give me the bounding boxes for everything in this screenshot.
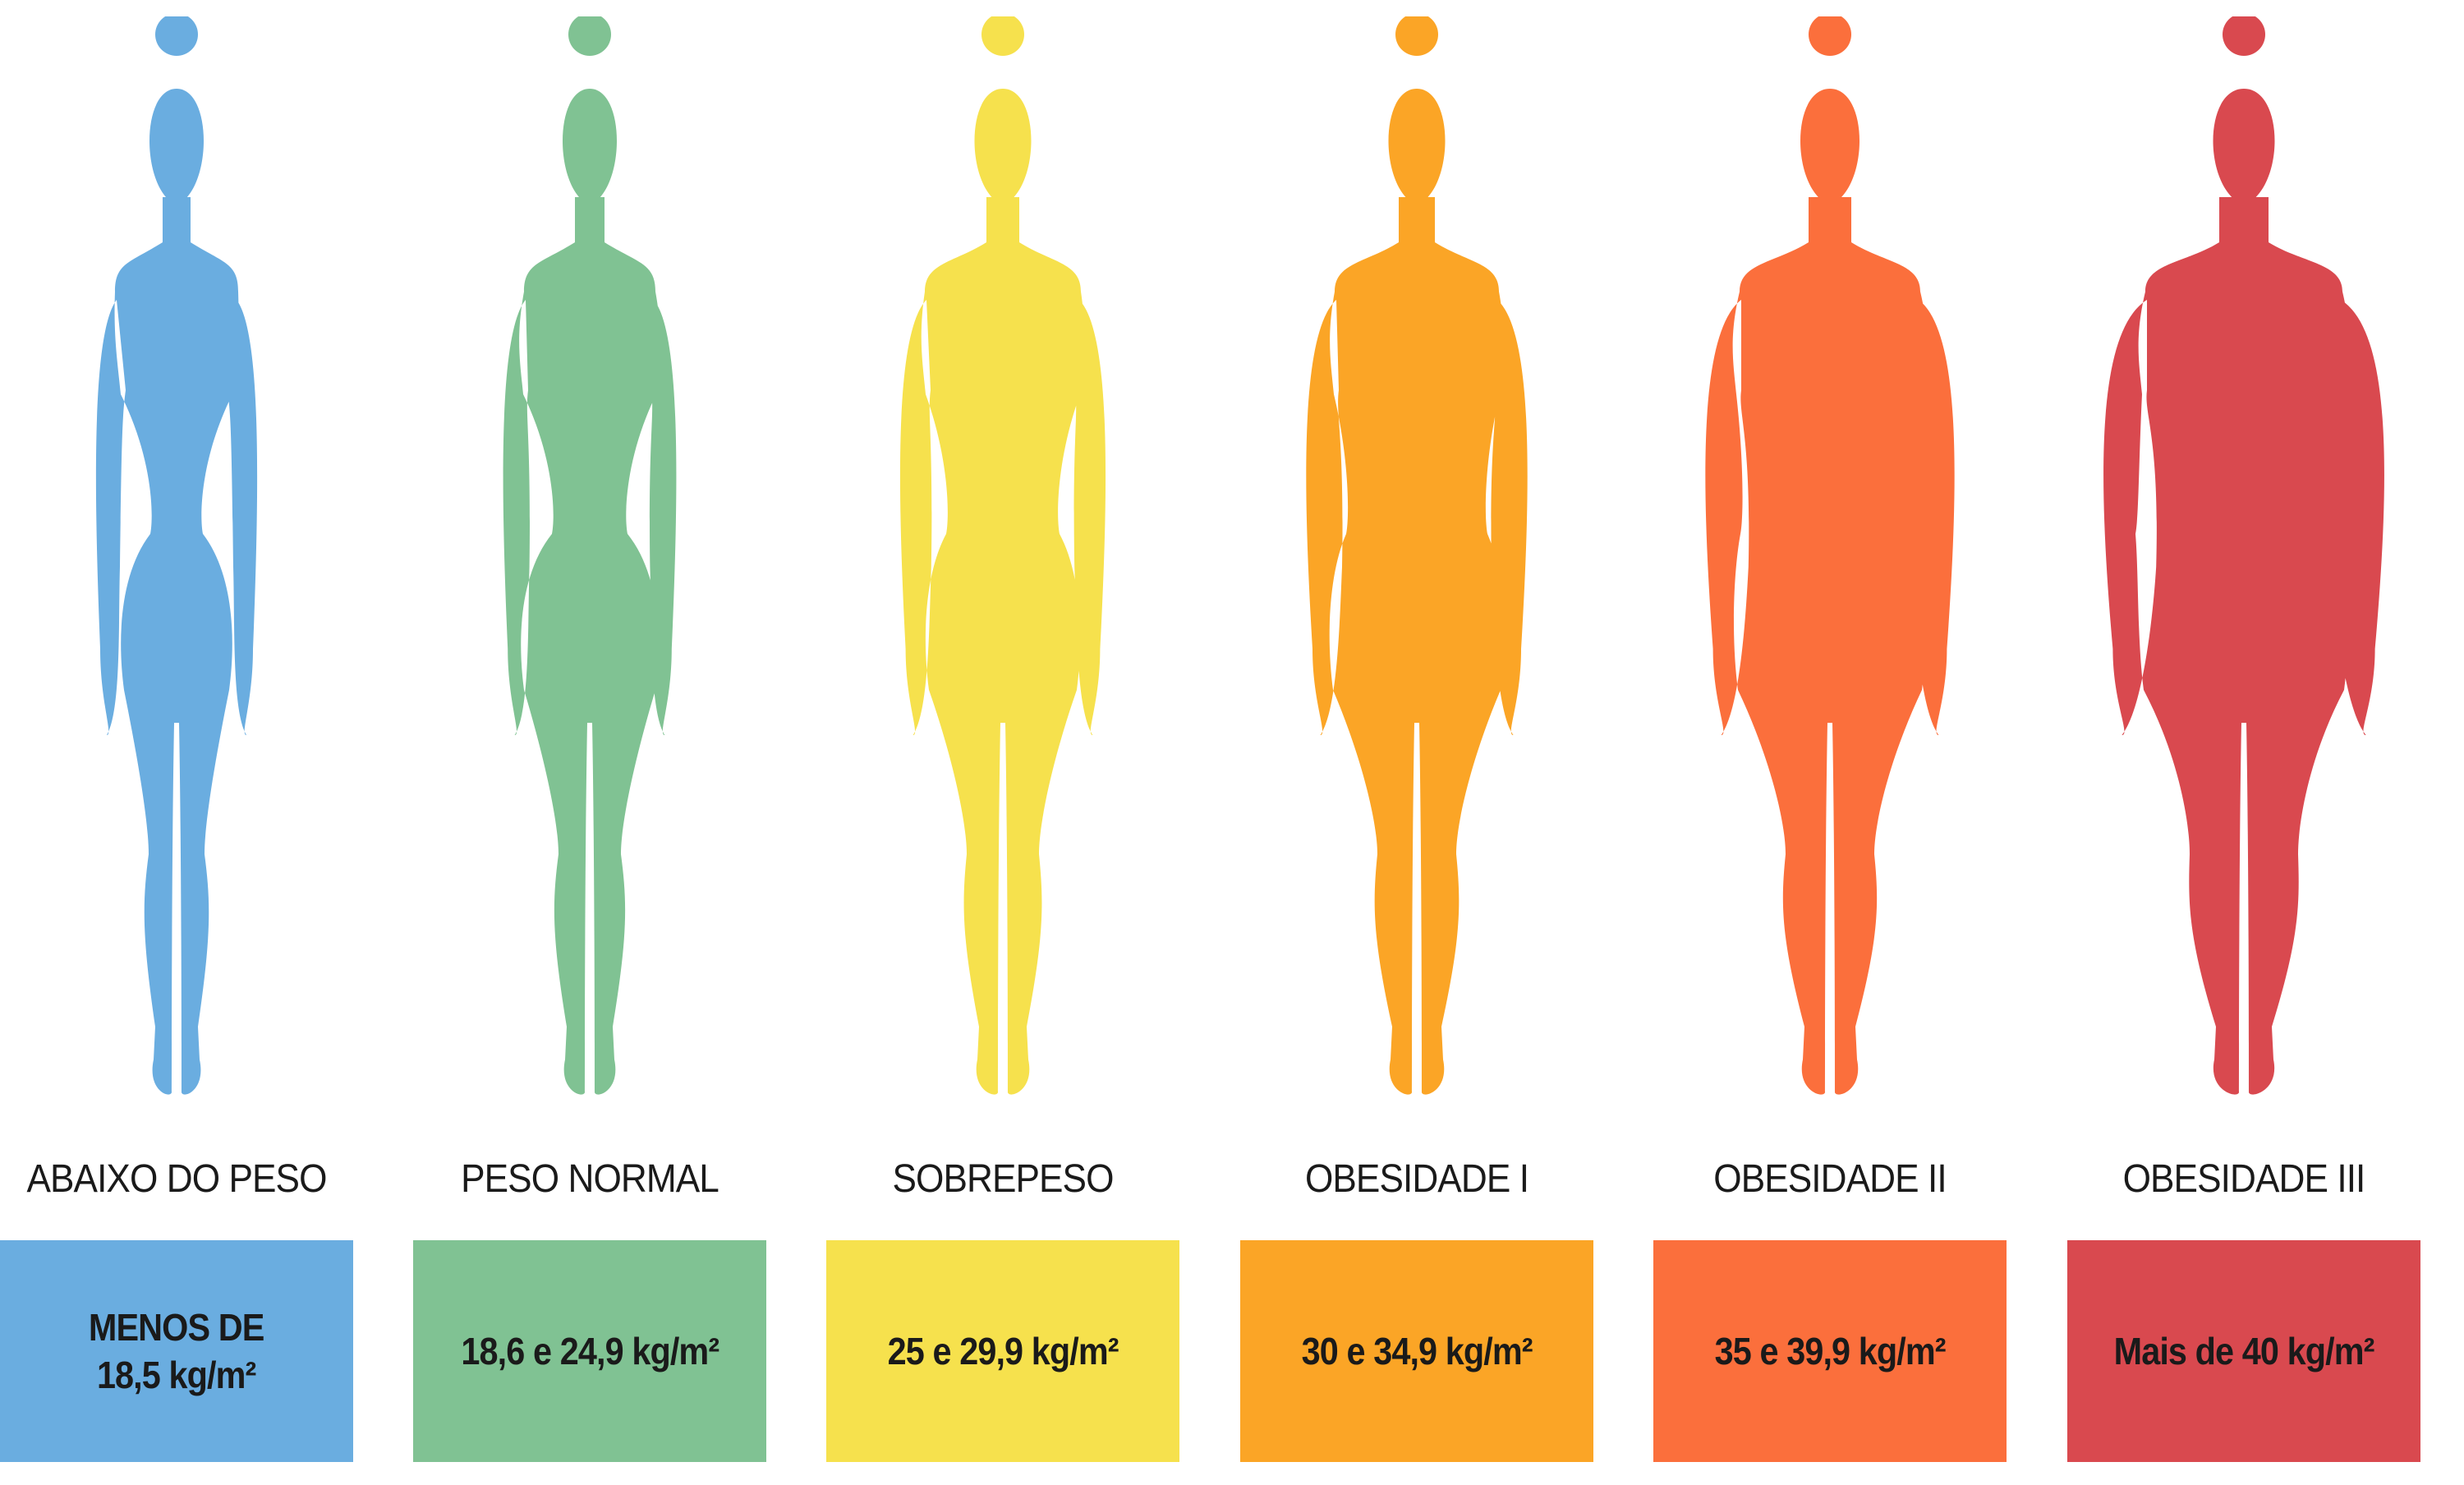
range-box: 35 e 39,9 kg/m² <box>1653 1240 2007 1462</box>
category-label: ABAIXO DO PESO <box>26 1157 327 1201</box>
category-obesity-2: OBESIDADE II 35 e 39,9 kg/m² <box>1653 0 2007 1485</box>
body-shape <box>2103 16 2384 1095</box>
category-label: PESO NORMAL <box>461 1157 719 1201</box>
body-shape <box>503 16 677 1095</box>
range-text: 35 e 39,9 kg/m² <box>1714 1330 1946 1372</box>
range-text: 30 e 34,9 kg/m² <box>1301 1330 1533 1372</box>
range-text: Mais de 40 kg/m² <box>2113 1330 2375 1372</box>
category-label: OBESIDADE I <box>1304 1157 1529 1201</box>
category-obesity-3: OBESIDADE III Mais de 40 kg/m² <box>2067 0 2420 1485</box>
range-text: MENOS DE 18,5 kg/m² <box>89 1306 265 1396</box>
silhouette-normal-icon <box>503 16 677 1095</box>
range-box: MENOS DE 18,5 kg/m² <box>0 1240 353 1462</box>
category-label: OBESIDADE III <box>2122 1157 2366 1201</box>
category-label: OBESIDADE II <box>1713 1157 1947 1201</box>
range-box: 25 e 29,9 kg/m² <box>826 1240 1179 1462</box>
range-box: 30 e 34,9 kg/m² <box>1240 1240 1593 1462</box>
body-shape <box>899 16 1106 1095</box>
silhouette-obesity-3-icon <box>2103 16 2384 1095</box>
category-obesity-1: OBESIDADE I 30 e 34,9 kg/m² <box>1240 0 1593 1485</box>
body-shape <box>95 16 258 1095</box>
body-shape <box>1705 16 1955 1095</box>
silhouette-underweight-icon <box>95 16 258 1095</box>
range-text: 18,6 e 24,9 kg/m² <box>461 1330 719 1372</box>
body-shape <box>1306 16 1528 1095</box>
range-box: 18,6 e 24,9 kg/m² <box>413 1240 766 1462</box>
category-normal: PESO NORMAL 18,6 e 24,9 kg/m² <box>413 0 766 1485</box>
range-box: Mais de 40 kg/m² <box>2067 1240 2420 1462</box>
silhouette-obesity-1-icon <box>1306 16 1528 1095</box>
silhouette-overweight-icon <box>899 16 1106 1095</box>
silhouette-obesity-2-icon <box>1705 16 1955 1095</box>
range-text: 25 e 29,9 kg/m² <box>887 1330 1119 1372</box>
category-label: SOBREPESO <box>892 1157 1114 1201</box>
category-underweight: ABAIXO DO PESO MENOS DE 18,5 kg/m² <box>0 0 353 1485</box>
category-overweight: SOBREPESO 25 e 29,9 kg/m² <box>826 0 1179 1485</box>
